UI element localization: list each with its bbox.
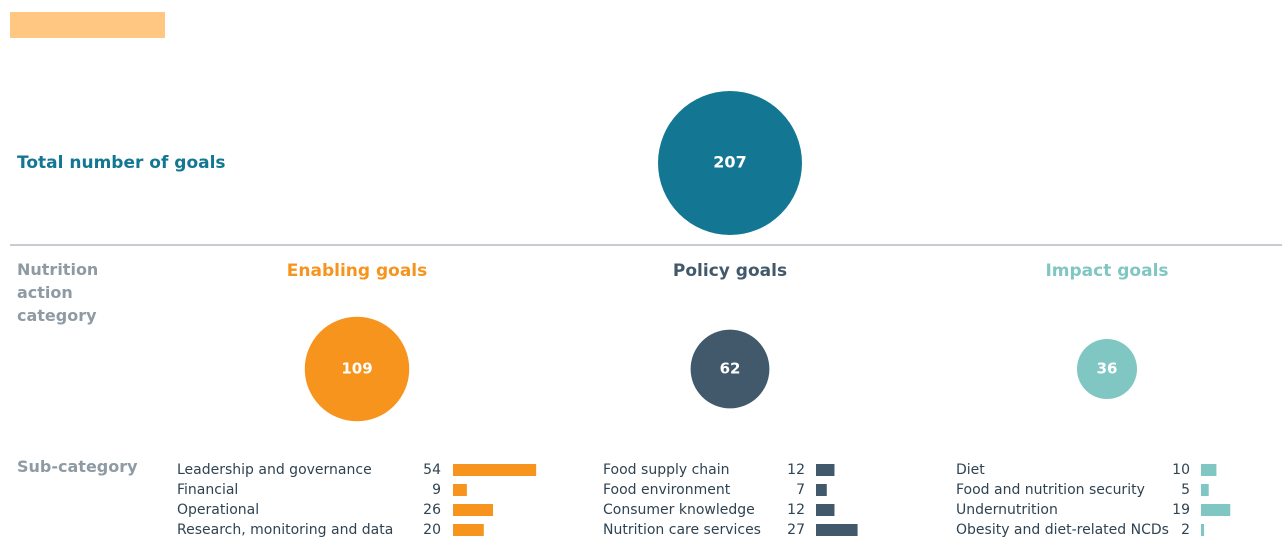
subcategory-name: Nutrition care services [603,522,761,537]
subcategory-name: Operational [177,502,259,518]
category-row-label: Nutrition action category [17,260,99,325]
group-value: 109 [341,360,372,378]
total-value: 207 [713,153,746,172]
subcategory-value: 12 [787,462,805,478]
subcategory-name: Food and nutrition security [956,482,1145,498]
group-title: Impact goals [1045,261,1168,281]
subcategory-name: Financial [177,482,238,498]
bar [453,504,494,516]
subcategory-value: 5 [1181,482,1190,498]
subcategory-name: Obesity and diet-related NCDs [956,522,1169,537]
subcategory-value: 7 [796,482,805,498]
total-bubble [658,91,802,235]
subcategory-value: 2 [1181,522,1190,537]
group-value: 62 [720,360,741,378]
bar [816,524,858,536]
subcategory-name: Food supply chain [603,462,730,478]
bar [816,464,835,476]
bar [1201,484,1209,496]
group-value: 36 [1097,360,1118,378]
subcategory-value: 20 [423,522,441,537]
bar [453,464,537,476]
group-bubble [1076,338,1138,400]
subcategory-name: Undernutrition [956,502,1058,518]
group-bubble [304,316,410,422]
bar [1201,524,1205,536]
subcategory-value: 26 [423,502,441,518]
bar [1201,504,1231,516]
subcategory-name: Leadership and governance [177,462,372,478]
subcategory-name: Diet [956,462,985,478]
subcategory-value: 12 [787,502,805,518]
subcategory-value: 54 [423,462,441,478]
subcategory-name: Consumer knowledge [603,502,755,518]
subcategory-name: Research, monitoring and data [177,522,393,537]
bar [816,484,827,496]
bar [1201,464,1217,476]
subcategory-value: 9 [432,482,441,498]
subcategory-value: 19 [1172,502,1190,518]
group-bubble [690,329,770,409]
bar [816,504,835,516]
decoration-swatch [10,12,165,38]
bar [453,524,484,536]
group-title: Enabling goals [287,261,427,281]
subcategory-value: 10 [1172,462,1190,478]
subcategory-value: 27 [787,522,805,537]
group-title: Policy goals [673,261,787,281]
subcategory-name: Food environment [603,482,731,498]
total-label: Total number of goals [17,153,226,173]
bar [453,484,467,496]
subcategory-row-label: Sub-category [17,457,138,476]
